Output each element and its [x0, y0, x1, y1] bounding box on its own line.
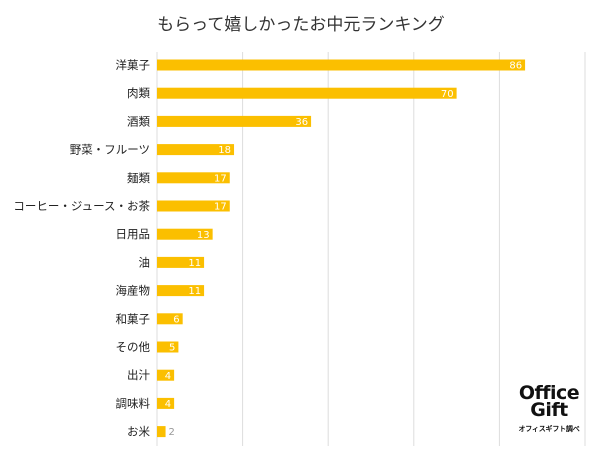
bar	[157, 313, 183, 325]
category-label: 麺類	[127, 171, 150, 185]
category-label: 出汁	[127, 368, 150, 382]
category-label: 野菜・フルーツ	[70, 143, 150, 157]
chart-title: もらって嬉しかったお中元ランキング	[157, 15, 445, 35]
value-label: 2	[169, 427, 175, 438]
value-label: 6	[173, 314, 179, 325]
bar	[157, 115, 312, 127]
category-label: お米	[127, 425, 150, 439]
value-label: 17	[214, 202, 227, 213]
value-label: 11	[188, 258, 201, 269]
value-label: 17	[214, 173, 227, 184]
bar	[157, 87, 457, 99]
value-label: 5	[169, 343, 175, 354]
source-caption: オフィスギフト調べ	[518, 425, 580, 433]
category-label: 酒類	[127, 114, 150, 128]
bar	[157, 285, 205, 297]
bar	[157, 369, 175, 381]
category-label: 油	[139, 255, 151, 269]
category-label: 日用品	[116, 227, 151, 241]
category-label: 肉類	[127, 86, 150, 100]
logo-text-gift: Gift	[530, 399, 568, 421]
category-label: 洋菓子	[116, 58, 151, 72]
bars	[157, 59, 526, 438]
value-label: 11	[188, 286, 201, 297]
bar	[157, 172, 230, 184]
value-label: 18	[218, 145, 231, 156]
category-label: その他	[116, 340, 151, 354]
bar	[157, 200, 230, 212]
bar	[157, 144, 235, 156]
category-label: コーヒー・ジュース・お茶	[13, 199, 150, 213]
value-label: 4	[165, 371, 171, 382]
bar	[157, 59, 526, 71]
logo-text-office: Office	[518, 382, 580, 404]
value-label: 4	[165, 399, 171, 410]
bar	[157, 228, 213, 240]
bar	[157, 256, 205, 268]
category-labels: 洋菓子肉類酒類野菜・フルーツ麺類コーヒー・ジュース・お茶日用品油海産物和菓子その…	[13, 58, 150, 439]
category-label: 調味料	[116, 396, 151, 410]
value-label: 86	[509, 61, 522, 72]
bar	[157, 397, 175, 409]
value-labels: 86 70 36 18 17 17 13 11 11 6 5 4 4 2	[165, 61, 522, 439]
office-gift-logo: Office Gift オフィスギフト調べ	[508, 382, 590, 434]
category-label: 和菓子	[116, 312, 151, 326]
category-label: 海産物	[116, 284, 151, 298]
value-label: 36	[295, 117, 308, 128]
value-label: 70	[441, 89, 454, 100]
bar	[157, 426, 166, 438]
value-label: 13	[197, 230, 210, 241]
bar	[157, 341, 179, 353]
